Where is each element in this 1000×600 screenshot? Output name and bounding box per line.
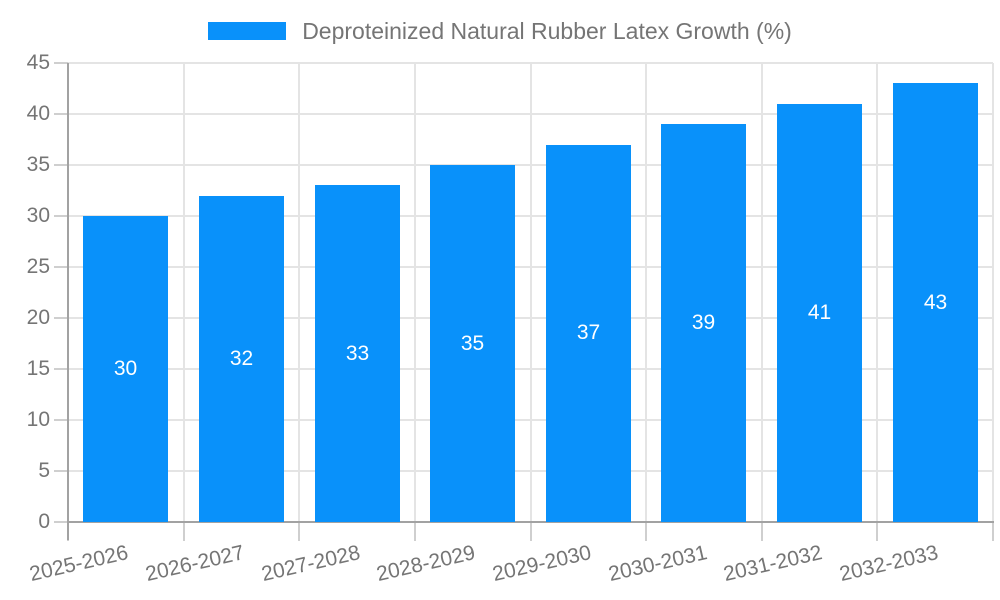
bar-value-label: 35 xyxy=(460,331,485,355)
bar-value-label: 39 xyxy=(691,311,716,335)
y-axis-line xyxy=(67,63,69,540)
x-axis-tick xyxy=(298,523,301,541)
v-gridline xyxy=(645,63,648,522)
y-axis-tick xyxy=(54,317,68,319)
v-gridline xyxy=(529,63,532,522)
y-axis-label: 40 xyxy=(26,102,50,125)
y-axis-label: 20 xyxy=(26,306,50,329)
y-axis-tick xyxy=(54,113,68,115)
y-axis-tick xyxy=(54,368,68,370)
y-axis-tick xyxy=(54,419,68,421)
y-axis-label: 10 xyxy=(26,408,50,431)
bar[interactable]: 37 xyxy=(546,144,631,522)
x-axis-tick xyxy=(992,523,994,541)
legend-swatch xyxy=(208,22,287,40)
x-axis-label: 2031-2032 xyxy=(721,541,825,587)
x-axis-tick xyxy=(529,523,532,541)
x-axis-line xyxy=(67,521,994,523)
y-axis-tick xyxy=(54,470,68,472)
x-axis-tick xyxy=(182,523,185,541)
y-axis-label: 45 xyxy=(26,51,50,74)
bar-value-label: 43 xyxy=(923,290,948,314)
v-gridline xyxy=(182,63,185,522)
y-axis-label: 5 xyxy=(38,459,50,482)
y-axis-tick xyxy=(54,521,68,523)
y-axis-tick xyxy=(54,266,68,268)
bar-value-label: 30 xyxy=(113,357,138,380)
x-axis-tick xyxy=(413,523,416,541)
v-gridline xyxy=(992,63,994,522)
bar[interactable]: 41 xyxy=(777,103,862,522)
x-axis-tick xyxy=(645,523,648,541)
y-axis-tick xyxy=(54,62,68,64)
bar-value-label: 33 xyxy=(345,341,370,365)
x-axis-tick xyxy=(876,523,879,541)
x-axis-label: 2027-2028 xyxy=(258,541,363,587)
x-axis-label: 2029-2030 xyxy=(490,541,594,587)
x-axis-label: 2028-2029 xyxy=(374,541,478,587)
bar-value-label: 37 xyxy=(576,321,601,345)
y-axis-label: 15 xyxy=(26,357,50,380)
bar[interactable]: 39 xyxy=(661,124,746,522)
v-gridline xyxy=(760,63,763,522)
y-axis-label: 30 xyxy=(26,204,50,227)
x-axis-label: 2030-2031 xyxy=(605,541,709,587)
v-gridline xyxy=(413,63,416,522)
bar[interactable]: 33 xyxy=(315,185,400,522)
x-axis-tick xyxy=(760,523,763,541)
bar[interactable]: 43 xyxy=(893,83,978,522)
y-axis-tick xyxy=(54,215,68,217)
y-axis-label: 25 xyxy=(26,255,50,278)
y-axis-label: 35 xyxy=(26,153,50,176)
bar[interactable]: 30 xyxy=(83,216,168,522)
bar[interactable]: 35 xyxy=(430,165,515,522)
y-axis-tick xyxy=(54,164,68,166)
x-axis-label: 2032-2033 xyxy=(837,541,941,587)
legend-item[interactable]: Deproteinized Natural Rubber Latex Growt… xyxy=(0,14,1000,48)
v-gridline xyxy=(298,63,301,522)
x-axis-label: 2026-2027 xyxy=(143,541,247,587)
v-gridline xyxy=(876,63,879,522)
legend-label: Deproteinized Natural Rubber Latex Growt… xyxy=(302,17,792,44)
x-axis-label: 2025-2026 xyxy=(27,541,131,587)
bar-value-label: 32 xyxy=(229,346,254,370)
y-axis-label: 0 xyxy=(38,510,50,533)
bar[interactable]: 32 xyxy=(199,195,284,522)
bar-value-label: 41 xyxy=(807,300,832,324)
